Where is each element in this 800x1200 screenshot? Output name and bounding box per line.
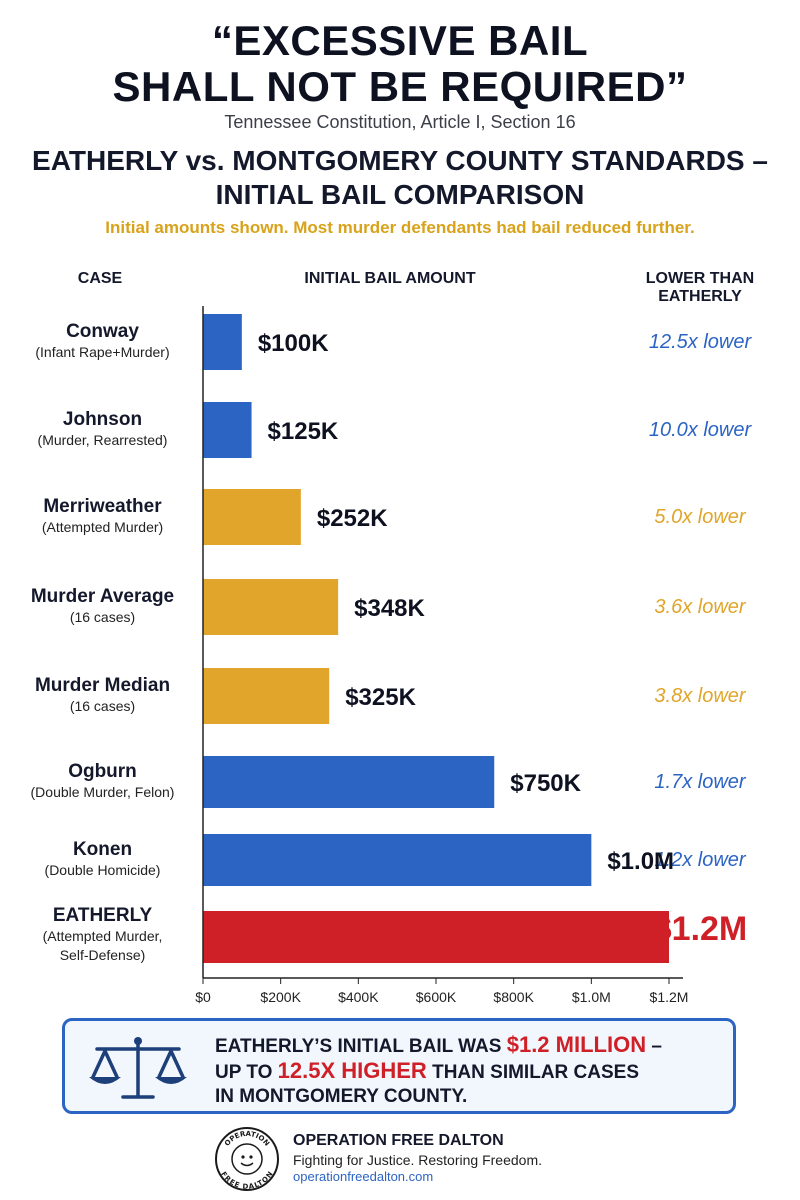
- bar-eatherly: [203, 911, 669, 963]
- org-name: OPERATION FREE DALTON: [293, 1132, 504, 1149]
- title-line-2: SHALL NOT BE REQUIRED”: [112, 63, 688, 110]
- bar-value-label: $125K: [268, 418, 339, 445]
- callout-text-part-4: THAN SIMILAR CASES: [426, 1062, 640, 1083]
- bar-value-label: $100K: [258, 330, 329, 357]
- bar-johnson: [203, 402, 252, 458]
- column-header-lower: LOWER THAN EATHERLY: [630, 270, 770, 306]
- operation-free-dalton-logo: OPERATION FREE DALTON: [215, 1127, 279, 1191]
- callout-highlight-amount: $1.2 MILLION: [506, 1032, 647, 1057]
- case-label: Konen (Double Homicide): [10, 838, 195, 880]
- x-tick-label: $1.0M: [572, 989, 611, 1005]
- bar-murder-average: [203, 579, 339, 635]
- case-description: (Double Murder, Felon): [30, 784, 175, 800]
- callout-highlight-ratio: 12.5X HIGHER: [277, 1058, 427, 1083]
- ratio-label: 5.0x lower: [654, 506, 746, 528]
- ratio-label: 3.8x lower: [654, 685, 746, 707]
- case-name: Johnson: [62, 409, 143, 430]
- case-label: Ogburn (Double Murder, Felon): [10, 760, 195, 802]
- case-name: Murder Average: [30, 586, 175, 607]
- case-name: Merriweather: [43, 496, 162, 517]
- bar-ogburn: [203, 756, 495, 808]
- case-name: Conway: [66, 321, 139, 342]
- footer: OPERATION FREE DALTON Fighting for Justi…: [293, 1132, 542, 1184]
- x-tick-label: $0: [195, 989, 211, 1005]
- bar-value-label: $325K: [345, 684, 416, 711]
- scales-of-justice-icon: [89, 1037, 187, 1099]
- website-link[interactable]: operationfreedalton.com: [293, 1169, 434, 1184]
- case-name: EATHERLY: [52, 905, 153, 926]
- case-description: (Attempted Murder,: [42, 928, 163, 944]
- source-citation: Tennessee Constitution, Article I, Secti…: [224, 112, 576, 132]
- title-line-1: “EXCESSIVE BAIL: [211, 17, 589, 64]
- x-tick-label: $400K: [338, 989, 379, 1005]
- bar-konen: [203, 834, 592, 886]
- case-description: (Double Homicide): [44, 862, 161, 878]
- chart-note: Initial amounts shown. Most murder defen…: [105, 218, 695, 237]
- bar-value-label: $1.0M: [607, 848, 674, 875]
- callout-text-part-3: UP TO: [215, 1062, 278, 1083]
- case-description-line-2: Self-Defense): [59, 947, 146, 963]
- column-header-case: CASE: [77, 270, 123, 287]
- case-label: Johnson (Murder, Rearrested): [10, 408, 195, 450]
- column-header-lower-line-2: EATHERLY: [658, 288, 742, 305]
- page-title: “EXCESSIVE BAIL SHALL NOT BE REQUIRED”: [0, 18, 800, 110]
- bar-murder-median: [203, 668, 330, 724]
- summary-callout: EATHERLY’S INITIAL BAIL WAS $1.2 MILLION…: [62, 1018, 736, 1114]
- case-label: Merriweather (Attempted Murder): [10, 495, 195, 537]
- tagline: Fighting for Justice. Restoring Freedom.: [293, 1152, 542, 1168]
- case-description: (Attempted Murder): [41, 519, 164, 535]
- case-label: Conway (Infant Rape+Murder): [10, 320, 195, 362]
- column-header-lower-line-1: LOWER THAN: [645, 270, 755, 287]
- bar-chart: $100K $125K $252K $348K $325K $750K $1.0M $0 $20…: [195, 306, 689, 1005]
- callout-text-part-5: IN MONTGOMERY COUNTY.: [215, 1086, 468, 1107]
- callout-text-part-2: –: [646, 1036, 662, 1057]
- chart-title: EATHERLY vs. MONTGOMERY COUNTY STANDARDS…: [0, 144, 800, 212]
- case-label: Murder Median (16 cases): [10, 674, 195, 716]
- callout-text-part-1: EATHERLY’S INITIAL BAIL WAS: [215, 1036, 507, 1057]
- column-header-amount: INITIAL BAIL AMOUNT: [304, 270, 476, 287]
- x-tick-label: $600K: [416, 989, 457, 1005]
- bar-value-label: $348K: [354, 595, 425, 622]
- case-label: Murder Average (16 cases): [10, 585, 195, 627]
- case-description: (Infant Rape+Murder): [35, 344, 170, 360]
- ratio-label: 1.7x lower: [654, 771, 746, 793]
- ratio-label: 12.5x lower: [648, 331, 752, 353]
- x-tick-label: $200K: [260, 989, 301, 1005]
- callout-text: EATHERLY’S INITIAL BAIL WAS $1.2 MILLION…: [215, 1033, 725, 1109]
- case-description: (16 cases): [69, 609, 136, 625]
- bar-value-label: $750K: [510, 770, 581, 797]
- case-name: Konen: [72, 839, 133, 860]
- case-name: Ogburn: [68, 761, 137, 782]
- bar-conway: [203, 314, 242, 370]
- bar-value-label: $252K: [317, 505, 388, 532]
- case-name: Murder Median: [34, 675, 171, 696]
- ratio-label: 10.0x lower: [648, 419, 752, 441]
- x-tick-label: $800K: [493, 989, 534, 1005]
- x-tick-label: $1.2M: [650, 989, 689, 1005]
- ratio-label: 1.2x lower: [654, 849, 746, 871]
- bar-merriweather: [203, 489, 301, 545]
- chart-title-line-1: EATHERLY vs. MONTGOMERY COUNTY STANDARDS…: [32, 145, 768, 176]
- chart-title-line-2: INITIAL BAIL COMPARISON: [215, 179, 585, 210]
- case-description: (16 cases): [69, 698, 136, 714]
- case-description: (Murder, Rearrested): [37, 432, 168, 448]
- ratio-label: 3.6x lower: [654, 596, 746, 618]
- case-label: EATHERLY (Attempted Murder, Self-Defense): [10, 904, 195, 965]
